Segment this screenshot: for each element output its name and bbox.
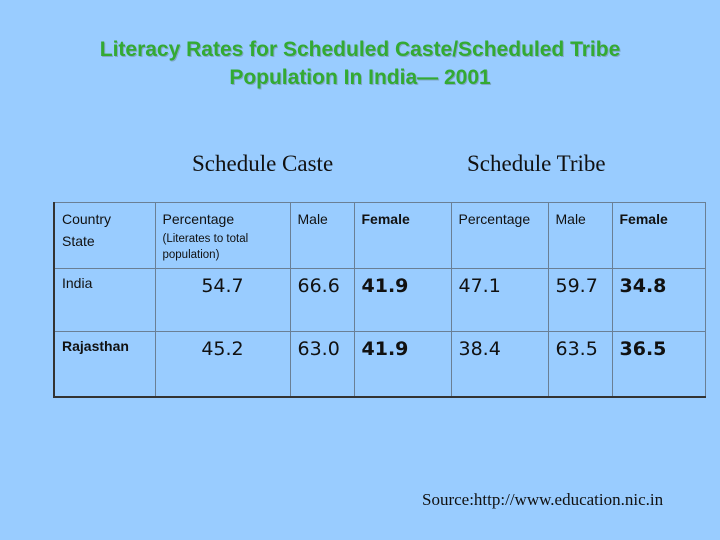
source-citation: Source:http://www.education.nic.in: [422, 490, 664, 509]
header-sc-male: Male: [289, 202, 355, 269]
cell-sc-male: 63.0: [289, 331, 355, 397]
cell-sc-percentage: 54.7: [154, 268, 291, 332]
header-st-female: Female: [611, 202, 706, 269]
literacy-table: Country State Percentage (Literates to t…: [53, 202, 706, 398]
cell-sc-female: 41.9: [353, 268, 452, 332]
cell-sc-percentage: 45.2: [154, 331, 291, 397]
cell-st-female: 34.8: [611, 268, 706, 332]
header-sc-percentage-label: Percentage: [162, 211, 235, 227]
table-row: India 54.7 66.6 41.9 47.1 59.7 34.8: [53, 268, 706, 332]
header-sc-percentage-note: (Literates to total population): [162, 233, 249, 261]
header-country-state: Country State: [53, 202, 156, 269]
table-row: Rajasthan 45.2 63.0 41.9 38.4 63.5 36.5: [53, 331, 706, 397]
cell-st-male: 63.5: [547, 331, 613, 397]
cell-st-percentage: 38.4: [450, 331, 549, 397]
header-st-percentage: Percentage: [450, 202, 549, 269]
cell-st-male: 59.7: [547, 268, 613, 332]
header-country: Country: [62, 211, 112, 227]
header-sc-percentage: Percentage (Literates to total populatio…: [154, 202, 291, 269]
schedule-tribe-label: Schedule Tribe: [467, 151, 606, 176]
header-state: State: [62, 233, 95, 249]
row-state-india: India: [53, 268, 156, 332]
row-state-rajasthan: Rajasthan: [53, 331, 156, 397]
cell-sc-male: 66.6: [289, 268, 355, 332]
cell-st-female: 36.5: [611, 331, 706, 397]
header-st-male: Male: [547, 202, 613, 269]
cell-sc-female: 41.9: [353, 331, 452, 397]
slide-title: Literacy Rates for Scheduled Caste/Sched…: [0, 36, 720, 92]
table-header-row: Country State Percentage (Literates to t…: [53, 202, 706, 269]
cell-st-percentage: 47.1: [450, 268, 549, 332]
slide-title-line-1: Literacy Rates for Scheduled Caste/Sched…: [99, 38, 621, 61]
schedule-caste-label: Schedule Caste: [192, 151, 334, 176]
header-sc-female: Female: [353, 202, 452, 269]
slide-title-line-2: Population In India— 2001: [229, 66, 491, 89]
